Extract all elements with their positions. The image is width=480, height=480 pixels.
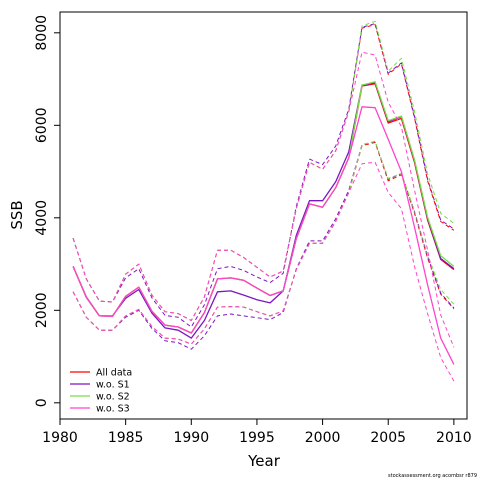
x-tick-label-4: 2000 (305, 430, 341, 446)
x-tick-label-3: 1995 (239, 430, 275, 446)
series-line-7 (72, 20, 455, 321)
series-line-4 (72, 23, 455, 328)
x-axis-title: Year (247, 452, 281, 470)
legend-label-2: w.o. S2 (96, 392, 130, 403)
y-axis-title: SSB (8, 200, 26, 229)
y-tick-label-0: 0 (34, 398, 50, 407)
series-line-5 (72, 141, 455, 350)
x-tick-label-5: 2005 (370, 430, 406, 446)
y-axis: 0 2000 4000 6000 8000 (34, 15, 60, 407)
legend-label-0: All data (96, 368, 132, 379)
series-layer (72, 20, 455, 382)
x-tick-label-6: 2010 (436, 430, 472, 446)
credit-text: stockassessment.org acombsr r879 (388, 473, 477, 479)
series-line-1 (72, 24, 455, 321)
y-tick-label-1: 2000 (34, 292, 50, 328)
y-tick-label-2: 4000 (34, 200, 50, 236)
x-tick-label-0: 1980 (42, 430, 78, 446)
y-tick-label-4: 8000 (34, 15, 50, 51)
series-line-10 (72, 51, 455, 348)
x-tick-label-1: 1985 (108, 430, 144, 446)
x-axis: 1980 1985 1990 1995 2000 2005 2010 (42, 419, 472, 446)
series-line-11 (72, 161, 455, 382)
y-tick-label-3: 6000 (34, 107, 50, 143)
legend-label-1: w.o. S1 (96, 380, 130, 391)
legend-label-3: w.o. S3 (96, 404, 130, 415)
series-line-9 (72, 106, 455, 365)
plot-frame (59, 11, 468, 420)
x-tick-label-2: 1990 (173, 430, 209, 446)
series-line-3 (72, 82, 455, 339)
